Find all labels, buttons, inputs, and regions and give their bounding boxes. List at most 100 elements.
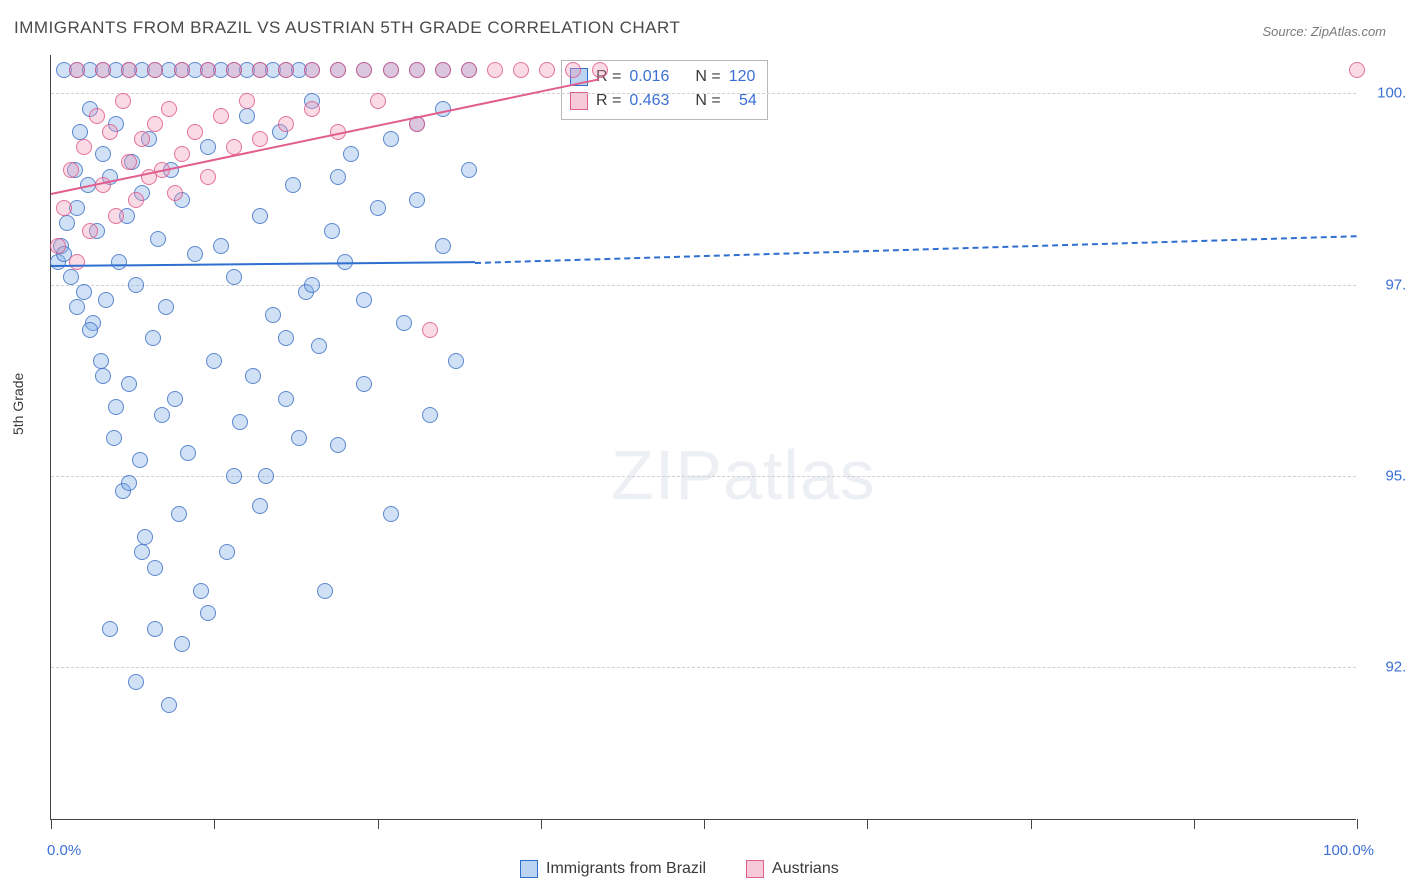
- data-point: [206, 353, 222, 369]
- n-value-blue: 120: [729, 65, 756, 89]
- trend-line: [475, 235, 1357, 264]
- data-point: [174, 62, 190, 78]
- data-point: [383, 62, 399, 78]
- data-point: [383, 506, 399, 522]
- data-point: [171, 506, 187, 522]
- x-tick: [541, 819, 542, 829]
- x-tick: [867, 819, 868, 829]
- legend-item-pink: Austrians: [746, 860, 839, 878]
- data-point: [63, 269, 79, 285]
- chart-plot-area: ZIPatlas R = 0.016 N = 120 R = 0.463 N =…: [50, 55, 1356, 820]
- x-tick: [378, 819, 379, 829]
- data-point: [213, 238, 229, 254]
- data-point: [461, 62, 477, 78]
- data-point: [219, 544, 235, 560]
- data-point: [1349, 62, 1365, 78]
- data-point: [239, 108, 255, 124]
- data-point: [330, 169, 346, 185]
- data-point: [167, 185, 183, 201]
- swatch-pink-icon: [570, 92, 588, 110]
- data-point: [317, 583, 333, 599]
- data-point: [137, 529, 153, 545]
- bottom-legend: Immigrants from Brazil Austrians: [520, 860, 839, 878]
- data-point: [409, 62, 425, 78]
- data-point: [147, 116, 163, 132]
- data-point: [383, 131, 399, 147]
- data-point: [487, 62, 503, 78]
- data-point: [252, 208, 268, 224]
- gridline: [51, 476, 1356, 477]
- legend-label-pink: Austrians: [772, 860, 839, 878]
- data-point: [200, 605, 216, 621]
- data-point: [200, 62, 216, 78]
- data-point: [174, 146, 190, 162]
- data-point: [132, 452, 148, 468]
- x-label-right: 100.0%: [1323, 842, 1374, 859]
- data-point: [121, 376, 137, 392]
- data-point: [158, 299, 174, 315]
- data-point: [304, 62, 320, 78]
- data-point: [422, 407, 438, 423]
- data-point: [56, 200, 72, 216]
- data-point: [111, 254, 127, 270]
- data-point: [226, 269, 242, 285]
- data-point: [69, 254, 85, 270]
- data-point: [150, 231, 166, 247]
- r-value-blue: 0.016: [629, 65, 669, 89]
- data-point: [147, 62, 163, 78]
- x-tick: [1357, 819, 1358, 829]
- data-point: [121, 154, 137, 170]
- data-point: [278, 116, 294, 132]
- swatch-pink-icon: [746, 860, 764, 878]
- trend-line: [51, 78, 600, 195]
- data-point: [106, 430, 122, 446]
- y-tick-label: 95.0%: [1368, 467, 1406, 484]
- y-tick-label: 100.0%: [1368, 85, 1406, 102]
- data-point: [187, 124, 203, 140]
- data-point: [115, 93, 131, 109]
- legend-label-blue: Immigrants from Brazil: [546, 860, 706, 878]
- data-point: [161, 101, 177, 117]
- data-point: [330, 62, 346, 78]
- data-point: [154, 407, 170, 423]
- data-point: [76, 139, 92, 155]
- x-tick: [51, 819, 52, 829]
- data-point: [252, 498, 268, 514]
- data-point: [396, 315, 412, 331]
- data-point: [69, 299, 85, 315]
- data-point: [278, 391, 294, 407]
- data-point: [324, 223, 340, 239]
- data-point: [435, 62, 451, 78]
- data-point: [95, 368, 111, 384]
- chart-title: IMMIGRANTS FROM BRAZIL VS AUSTRIAN 5TH G…: [14, 18, 680, 38]
- x-tick: [1031, 819, 1032, 829]
- data-point: [356, 292, 372, 308]
- data-point: [245, 368, 261, 384]
- data-point: [448, 353, 464, 369]
- data-point: [356, 62, 372, 78]
- data-point: [134, 131, 150, 147]
- y-tick-label: 92.5%: [1368, 659, 1406, 676]
- data-point: [304, 101, 320, 117]
- data-point: [592, 62, 608, 78]
- data-point: [213, 108, 229, 124]
- data-point: [50, 238, 66, 254]
- data-point: [128, 192, 144, 208]
- data-point: [422, 322, 438, 338]
- data-point: [59, 215, 75, 231]
- data-point: [356, 376, 372, 392]
- data-point: [409, 192, 425, 208]
- data-point: [76, 284, 92, 300]
- data-point: [145, 330, 161, 346]
- data-point: [161, 697, 177, 713]
- data-point: [187, 246, 203, 262]
- data-point: [102, 621, 118, 637]
- data-point: [134, 544, 150, 560]
- data-point: [174, 636, 190, 652]
- data-point: [63, 162, 79, 178]
- data-point: [278, 330, 294, 346]
- data-point: [98, 292, 114, 308]
- data-point: [121, 62, 137, 78]
- x-label-left: 0.0%: [47, 842, 81, 859]
- gridline: [51, 667, 1356, 668]
